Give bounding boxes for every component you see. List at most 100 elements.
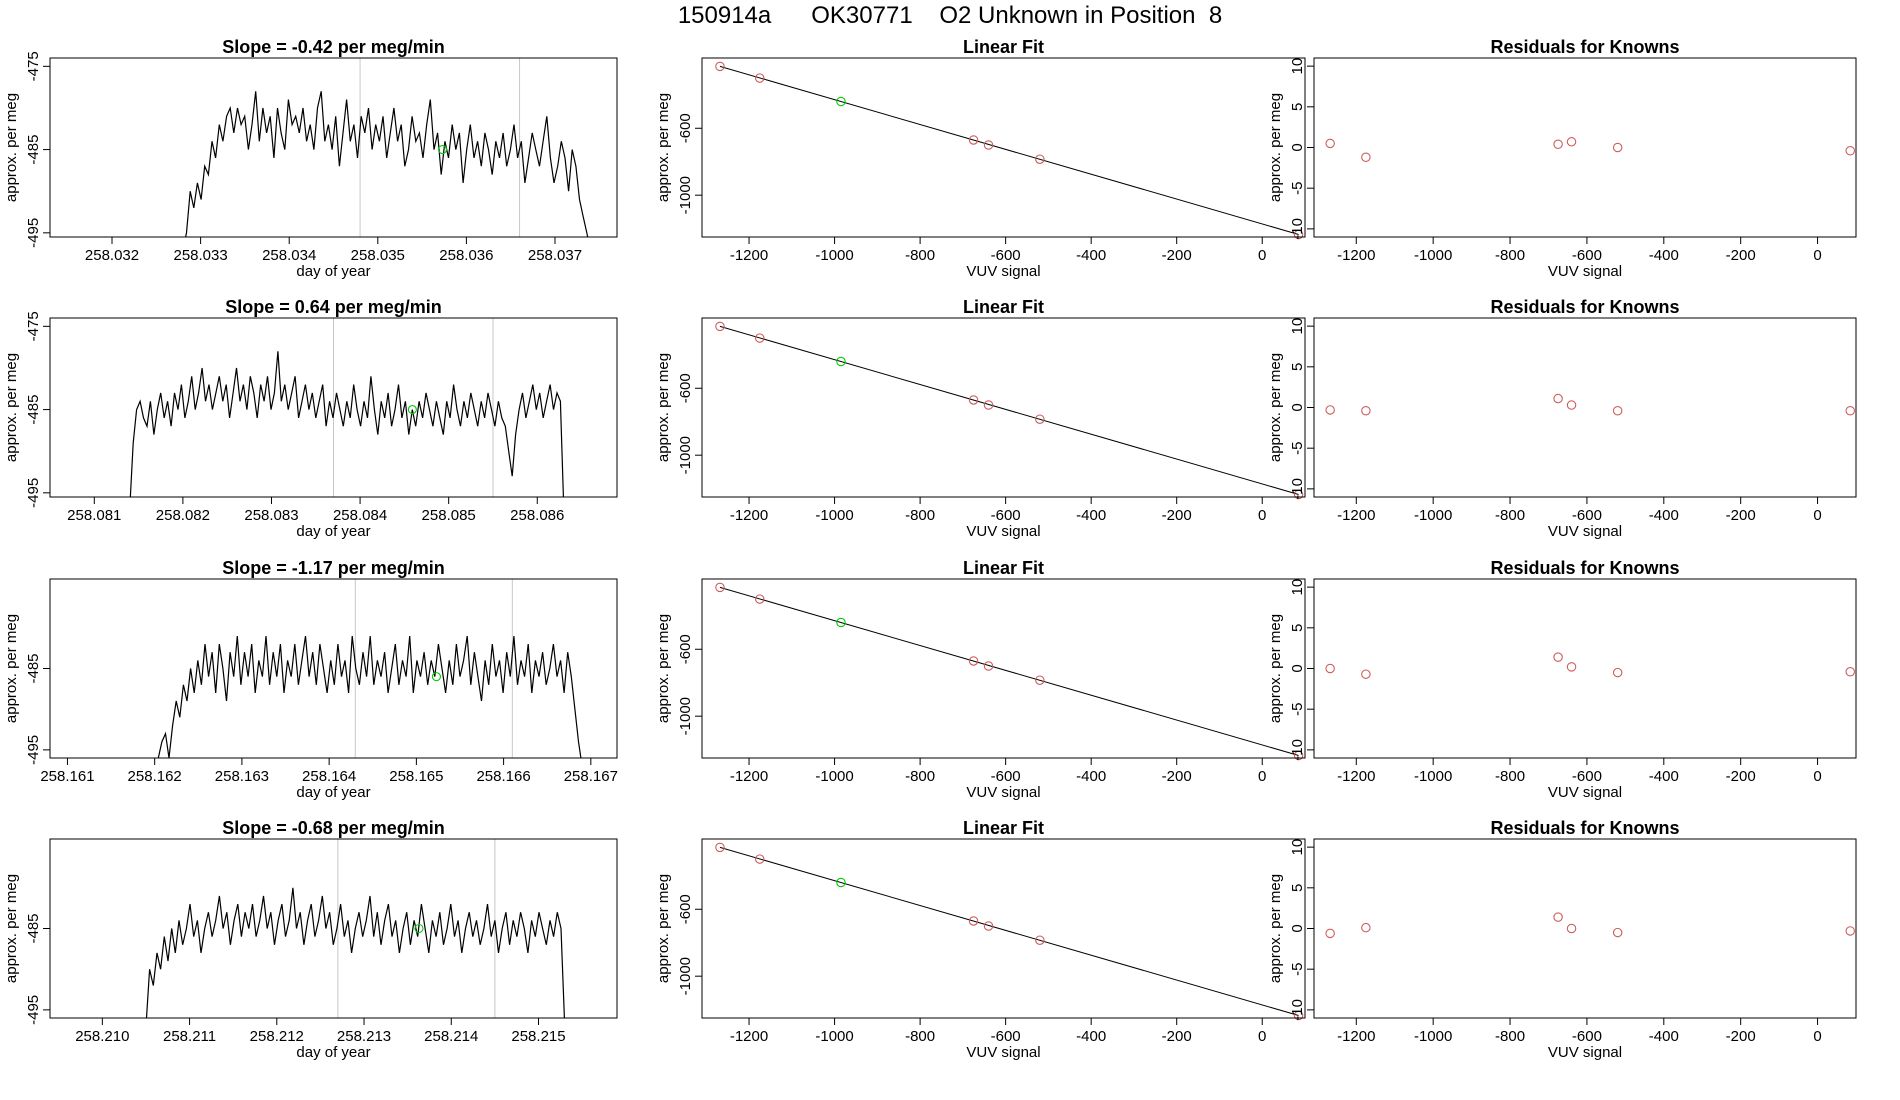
- x-tick-label: 258.034: [262, 247, 316, 264]
- y-tick-label: -600: [677, 373, 694, 403]
- plot-frame: [1313, 838, 1857, 1019]
- panel-title: Linear Fit: [963, 297, 1044, 317]
- x-tick-label: 258.215: [511, 1028, 565, 1045]
- x-tick-label: -1000: [1414, 247, 1452, 264]
- data-point: [1035, 935, 1045, 945]
- panel-2-1: Slope = 0.64 per meg/min 258.081 258.082 25…: [3, 297, 618, 540]
- x-tick-label: 258.211: [163, 1028, 216, 1045]
- data-trace: [145, 887, 565, 1018]
- x-axis-label: VUV signal: [1548, 784, 1622, 801]
- x-tick-label: 258.082: [156, 507, 210, 524]
- x-tick-label: -1000: [815, 247, 853, 264]
- x-tick-label: -200: [1726, 507, 1756, 524]
- x-tick-label: -400: [1076, 507, 1106, 524]
- x-tick-label: -1000: [815, 507, 853, 524]
- data-point: [1612, 406, 1623, 416]
- data-point: [836, 877, 846, 888]
- x-axis-label: VUV signal: [966, 1044, 1040, 1061]
- y-axis-label: approx. per meg: [1267, 614, 1284, 723]
- panel-title: Linear Fit: [963, 818, 1044, 838]
- x-axis-label: VUV signal: [966, 784, 1040, 801]
- unknown-marker: [407, 405, 417, 415]
- panel-3-3: Residuals for Knowns-1200 -1000 -800 -600 -4…: [1267, 558, 1857, 801]
- x-tick-label: 258.036: [439, 247, 493, 264]
- y-tick-label: 5: [1289, 884, 1306, 892]
- x-tick-label: -1200: [730, 507, 768, 524]
- data-point: [1612, 927, 1623, 938]
- y-tick-label: 0: [1289, 924, 1306, 932]
- y-axis-label: approx. per meg: [1267, 93, 1284, 202]
- data-point: [754, 73, 765, 83]
- panel-title: Residuals for Knowns: [1490, 818, 1679, 838]
- y-axis-label: approx. per meg: [3, 874, 20, 983]
- y-tick-label: -600: [677, 113, 694, 143]
- x-tick-label: 258.161: [40, 768, 94, 785]
- data-point: [983, 400, 994, 410]
- y-tick-label: -600: [677, 634, 694, 664]
- data-point: [983, 140, 994, 150]
- x-tick-label: -400: [1649, 768, 1679, 785]
- x-tick-label: -1200: [1337, 247, 1375, 264]
- panel-1-1: Slope = -0.42 per meg/min 258.032 258.033 2…: [3, 37, 618, 280]
- x-tick-label: 258.210: [75, 1028, 129, 1045]
- x-tick-label: 258.213: [337, 1028, 391, 1045]
- x-axis-label: VUV signal: [1548, 1044, 1622, 1061]
- panel-1-3: Residuals for Knowns-1200 -1000 -800 -600 -4…: [1267, 37, 1857, 280]
- plot-frame: [49, 578, 618, 759]
- data-point: [1553, 139, 1563, 149]
- panel-title: Residuals for Knowns: [1490, 37, 1679, 57]
- x-tick-label: -200: [1162, 1028, 1192, 1045]
- data-point: [968, 656, 979, 666]
- x-tick-label: 0: [1258, 1028, 1266, 1045]
- x-axis-label: day of year: [296, 784, 370, 801]
- data-point: [1293, 1010, 1304, 1021]
- data-point: [1361, 669, 1371, 679]
- x-tick-label: 0: [1258, 247, 1266, 264]
- x-tick-label: -400: [1649, 247, 1679, 264]
- plot-frame: [1313, 57, 1857, 238]
- data-point: [983, 661, 994, 671]
- y-tick-label: -485: [25, 395, 42, 425]
- panel-title: Slope = 0.64 per meg/min: [225, 297, 442, 317]
- panel-2-3: Residuals for Knowns-1200 -1000 -800 -600 -4…: [1267, 297, 1857, 540]
- panel-3-2: Linear Fit -1200 -1000 -800 -600 -400 -200 0 -60…: [655, 558, 1306, 801]
- panel-title: Residuals for Knowns: [1490, 558, 1679, 578]
- data-point: [1325, 663, 1335, 674]
- y-tick-label: -10: [1289, 218, 1306, 240]
- x-tick-label: -1000: [1414, 768, 1452, 785]
- y-tick-label: 5: [1289, 103, 1306, 111]
- x-tick-label: 258.085: [422, 507, 476, 524]
- x-axis-label: VUV signal: [1548, 263, 1622, 280]
- x-tick-label: -1200: [730, 247, 768, 264]
- unknown-marker: [414, 923, 424, 934]
- x-tick-label: 258.033: [173, 247, 227, 264]
- panel-title: Slope = -0.68 per meg/min: [222, 818, 445, 838]
- y-axis-label: approx. per meg: [3, 614, 20, 723]
- x-tick-label: -800: [1495, 507, 1525, 524]
- x-tick-label: 0: [1258, 507, 1266, 524]
- x-tick-label: 258.086: [510, 507, 564, 524]
- x-tick-label: 0: [1813, 247, 1821, 264]
- data-point: [715, 582, 725, 593]
- y-tick-label: -495: [25, 218, 42, 248]
- x-tick-label: 258.212: [250, 1028, 304, 1045]
- x-tick-label: -1000: [1414, 507, 1452, 524]
- plot-frame: [701, 838, 1306, 1019]
- x-tick-label: 0: [1813, 768, 1821, 785]
- y-tick-label: -475: [25, 311, 42, 341]
- x-tick-label: -200: [1162, 507, 1192, 524]
- data-point: [1325, 138, 1335, 149]
- x-tick-label: 258.084: [333, 507, 387, 524]
- y-tick-label: 10: [1289, 839, 1306, 856]
- data-trace: [184, 91, 589, 237]
- data-point: [1845, 667, 1855, 677]
- data-point: [1293, 750, 1304, 761]
- data-point: [836, 356, 846, 367]
- y-tick-label: -5: [1289, 703, 1306, 716]
- plot-frame: [49, 317, 618, 498]
- y-tick-label: -495: [25, 478, 42, 508]
- data-point: [1553, 912, 1563, 922]
- y-tick-label: -1000: [677, 176, 694, 214]
- x-tick-label: -600: [1572, 507, 1602, 524]
